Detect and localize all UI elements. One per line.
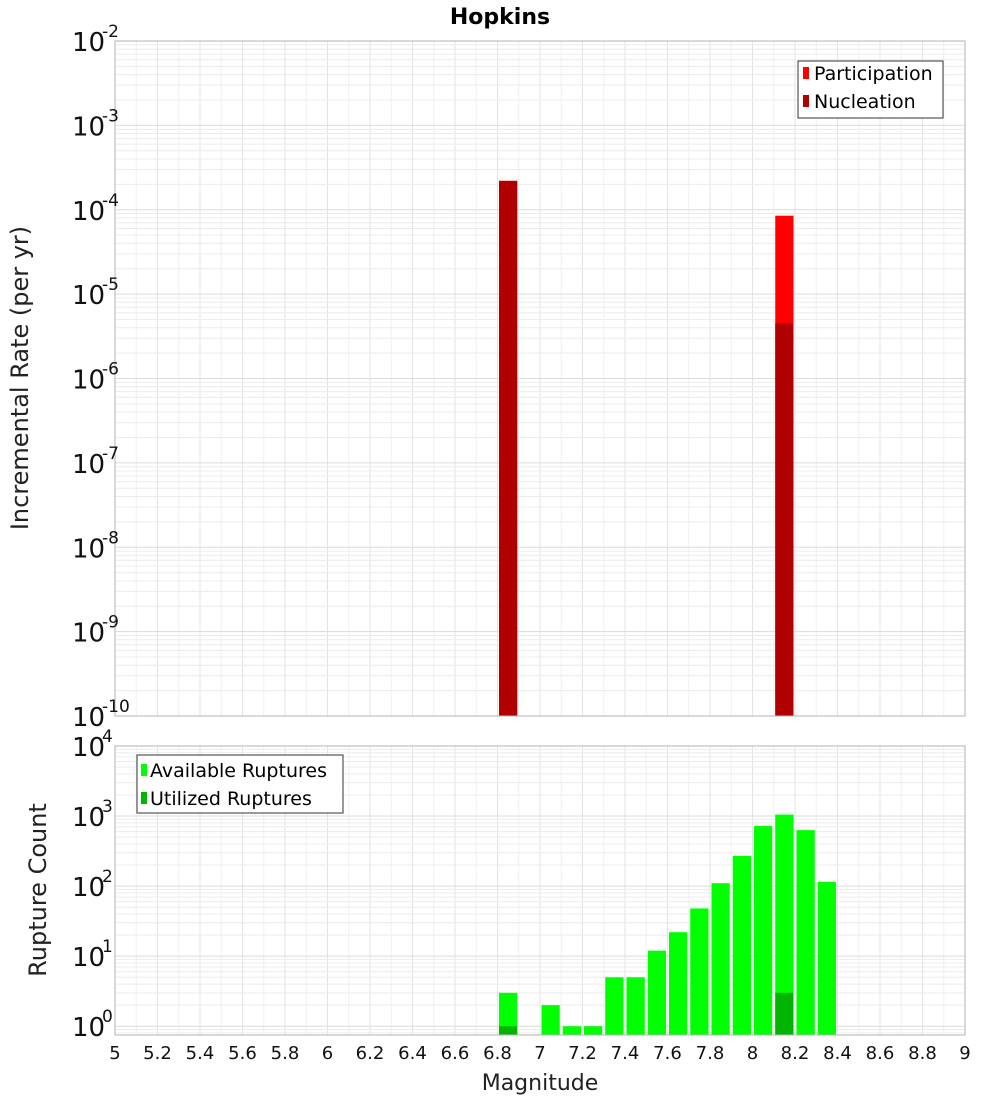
bar <box>775 323 794 716</box>
bottom-legend-box <box>136 754 344 814</box>
x-tick-label: 7.2 <box>568 1043 597 1064</box>
x-tick-label: 7.6 <box>653 1043 682 1064</box>
bar <box>732 855 751 1035</box>
bar <box>562 1026 581 1035</box>
bar <box>499 180 518 716</box>
x-tick-label: 6 <box>322 1043 333 1064</box>
legend-swatch-participation <box>803 67 809 79</box>
y-tick-exponent: 4 <box>102 727 113 747</box>
bar <box>775 814 794 1035</box>
x-tick-label: 8.4 <box>823 1043 852 1064</box>
top-y-ticks: 10-210-310-410-510-610-710-810-910-10 <box>72 22 130 733</box>
x-tick-label: 6.4 <box>398 1043 427 1064</box>
y-tick-label: 10 <box>72 534 105 564</box>
top-gridlines <box>114 41 966 717</box>
x-tick-label: 5.2 <box>143 1043 172 1064</box>
y-tick-exponent: -8 <box>102 528 119 548</box>
bar <box>754 826 773 1035</box>
bar <box>711 883 730 1035</box>
top-bars <box>499 180 794 717</box>
y-tick-exponent: -7 <box>102 444 119 464</box>
bottom-bars <box>499 814 836 1035</box>
bottom-y-axis-label: Rupture Count <box>24 803 52 977</box>
bar <box>541 1005 560 1035</box>
y-tick-exponent: -3 <box>102 106 119 126</box>
y-tick-exponent: -4 <box>102 191 119 211</box>
y-tick-label: 10 <box>72 703 105 733</box>
y-tick-label: 10 <box>72 943 105 973</box>
bar <box>499 1026 518 1035</box>
x-tick-label: 7 <box>534 1043 545 1064</box>
bar <box>669 932 688 1035</box>
legend-swatch-utilized <box>141 792 147 804</box>
bar <box>647 950 666 1035</box>
bar <box>690 908 709 1035</box>
legend-swatch-nucleation <box>803 95 809 107</box>
bar <box>775 992 794 1035</box>
bar <box>817 881 836 1035</box>
legend-label-available: Available Ruptures <box>150 760 327 782</box>
y-tick-label: 10 <box>72 803 105 833</box>
bottom-plot-border <box>114 745 966 1036</box>
top-y-axis-label: Incremental Rate (per yr) <box>6 226 34 530</box>
x-axis-label: Magnitude <box>482 1071 599 1096</box>
top-plot-border <box>114 40 966 717</box>
y-tick-label: 10 <box>72 450 105 480</box>
y-tick-label: 10 <box>72 1013 105 1043</box>
x-tick-label: 5.6 <box>228 1043 257 1064</box>
y-tick-label: 10 <box>72 873 105 903</box>
x-tick-label: 8.8 <box>908 1043 937 1064</box>
y-tick-label: 10 <box>72 112 105 142</box>
top-legend-box <box>797 60 944 119</box>
x-tick-label: 7.4 <box>611 1043 640 1064</box>
y-tick-exponent: -9 <box>102 613 119 633</box>
y-tick-label: 10 <box>72 197 105 227</box>
y-tick-label: 10 <box>72 619 105 649</box>
y-tick-exponent: -10 <box>102 697 130 717</box>
x-tick-label: 5.8 <box>271 1043 300 1064</box>
bar <box>796 830 815 1035</box>
bar <box>499 992 518 1035</box>
x-tick-label: 6.2 <box>356 1043 385 1064</box>
bar <box>584 1026 603 1035</box>
x-tick-label: 9 <box>959 1043 970 1064</box>
top-legend: Participation Nucleation <box>797 60 944 119</box>
y-tick-exponent: 2 <box>102 867 113 887</box>
y-tick-exponent: 1 <box>102 937 113 957</box>
legend-label-participation: Participation <box>814 63 933 85</box>
bar <box>626 977 645 1035</box>
top-plot: 10-210-310-410-510-610-710-810-910-10 In… <box>6 22 966 733</box>
x-tick-label: 6.8 <box>483 1043 512 1064</box>
y-tick-exponent: 3 <box>102 797 113 817</box>
x-tick-label: 7.8 <box>696 1043 725 1064</box>
x-tick-label: 8.2 <box>781 1043 810 1064</box>
legend-swatch-available <box>141 764 147 776</box>
x-tick-label: 6.6 <box>441 1043 470 1064</box>
y-tick-exponent: -6 <box>102 360 119 380</box>
x-tick-label: 5.4 <box>186 1043 215 1064</box>
y-tick-label: 10 <box>72 28 105 58</box>
y-tick-label: 10 <box>72 281 105 311</box>
legend-label-utilized: Utilized Ruptures <box>150 788 312 810</box>
legend-label-nucleation: Nucleation <box>814 91 916 113</box>
y-tick-exponent: -5 <box>102 275 119 295</box>
x-tick-label: 8.6 <box>866 1043 895 1064</box>
y-tick-exponent: 0 <box>102 1007 113 1027</box>
x-tick-label: 5 <box>109 1043 120 1064</box>
bottom-x-ticks: 5 5.2 5.4 5.6 5.8 6 6.2 6.4 6.6 6.8 7 7.2 7.4 7.6 7.8 8… <box>109 1043 970 1064</box>
y-tick-label: 10 <box>72 733 105 763</box>
chart-title: Hopkins <box>450 5 550 30</box>
x-tick-label: 8 <box>747 1043 758 1064</box>
bottom-legend: Available Ruptures Utilized Ruptures <box>136 754 344 814</box>
y-tick-exponent: -2 <box>102 22 119 42</box>
y-tick-label: 10 <box>72 366 105 396</box>
bar <box>605 977 624 1035</box>
